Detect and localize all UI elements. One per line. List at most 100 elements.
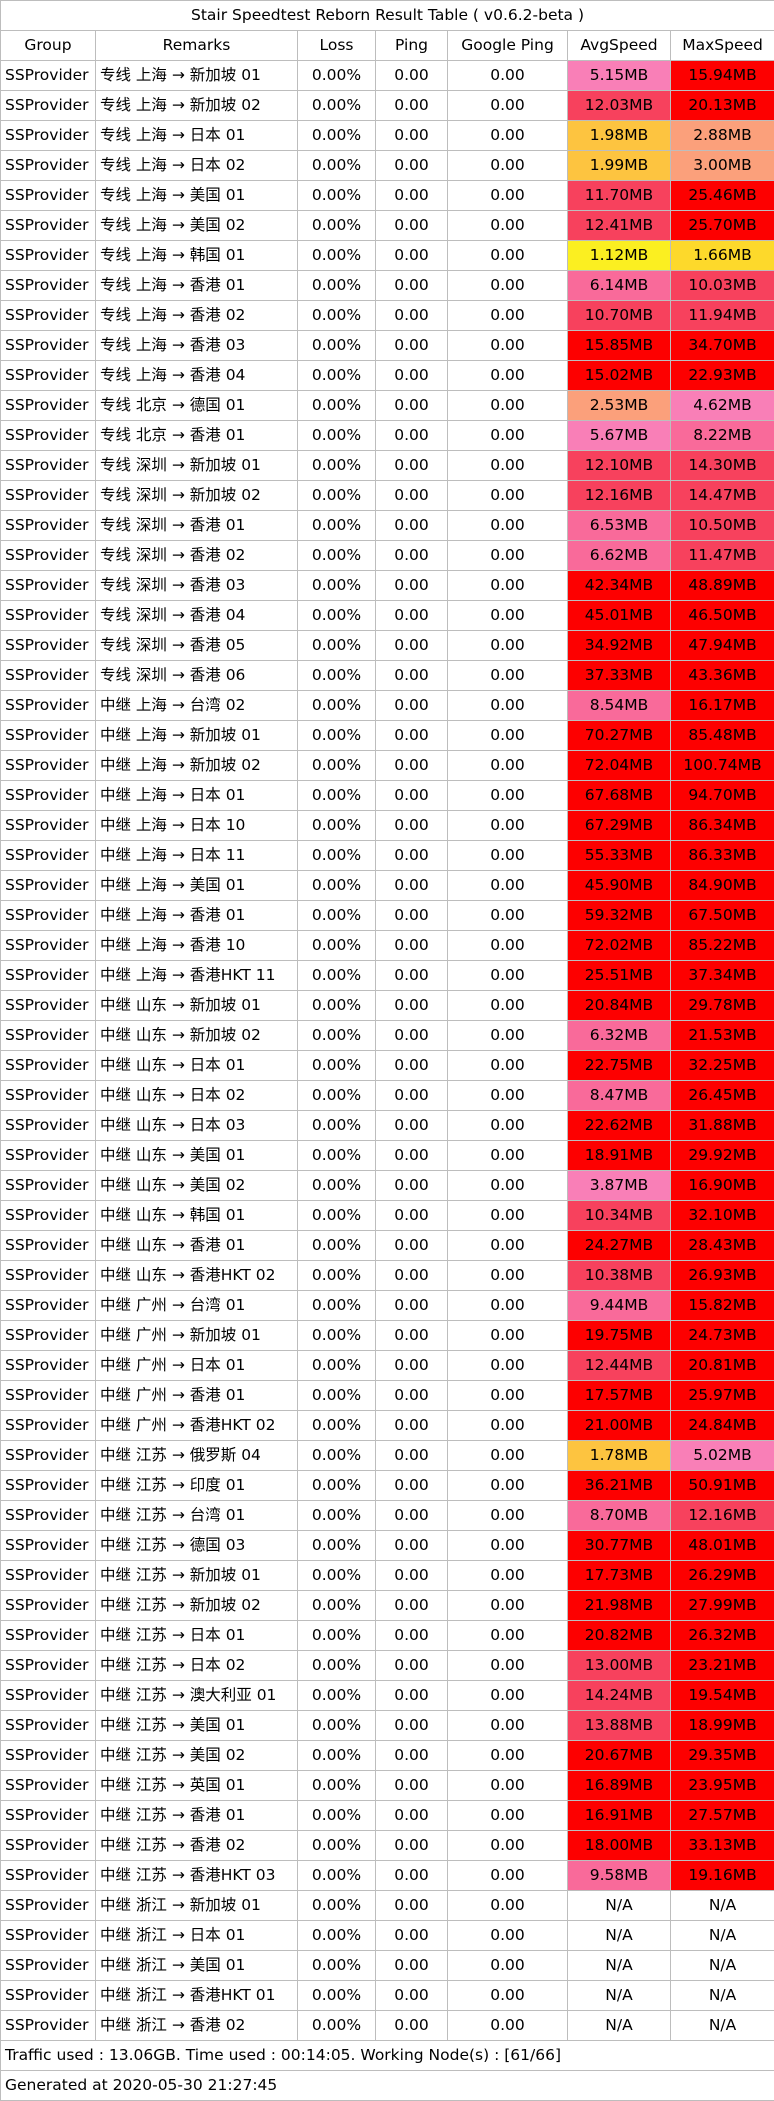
footer-generated-row: Generated at 2020-05-30 21:27:45 — [1, 2071, 774, 2101]
cell-loss: 0.00% — [298, 1711, 376, 1741]
cell-group: SSProvider — [1, 661, 96, 691]
cell-max-speed: 86.34MB — [671, 811, 774, 841]
cell-remarks: 中继 上海 → 香港 10 — [96, 931, 298, 961]
cell-group: SSProvider — [1, 1531, 96, 1561]
cell-remarks: 中继 山东 → 香港 01 — [96, 1231, 298, 1261]
cell-avg-speed: 12.10MB — [568, 451, 671, 481]
cell-group: SSProvider — [1, 1171, 96, 1201]
cell-group: SSProvider — [1, 2011, 96, 2041]
cell-remarks: 中继 浙江 → 新加坡 01 — [96, 1891, 298, 1921]
cell-max-speed: 100.74MB — [671, 751, 774, 781]
cell-google-ping: 0.00 — [448, 451, 568, 481]
cell-max-speed: 20.13MB — [671, 91, 774, 121]
cell-group: SSProvider — [1, 1891, 96, 1921]
cell-google-ping: 0.00 — [448, 811, 568, 841]
cell-ping: 0.00 — [376, 1021, 448, 1051]
cell-max-speed: 27.99MB — [671, 1591, 774, 1621]
cell-max-speed: 43.36MB — [671, 661, 774, 691]
cell-loss: 0.00% — [298, 601, 376, 631]
cell-avg-speed: 22.62MB — [568, 1111, 671, 1141]
cell-loss: 0.00% — [298, 481, 376, 511]
cell-ping: 0.00 — [376, 361, 448, 391]
cell-loss: 0.00% — [298, 211, 376, 241]
cell-group: SSProvider — [1, 721, 96, 751]
cell-remarks: 中继 江苏 → 澳大利亚 01 — [96, 1681, 298, 1711]
cell-google-ping: 0.00 — [448, 1741, 568, 1771]
cell-avg-speed: 70.27MB — [568, 721, 671, 751]
cell-remarks: 中继 上海 → 美国 01 — [96, 871, 298, 901]
cell-remarks: 中继 上海 → 新加坡 02 — [96, 751, 298, 781]
cell-max-speed: 31.88MB — [671, 1111, 774, 1141]
cell-avg-speed: 36.21MB — [568, 1471, 671, 1501]
cell-remarks: 中继 江苏 → 印度 01 — [96, 1471, 298, 1501]
cell-max-speed: 14.47MB — [671, 481, 774, 511]
cell-loss: 0.00% — [298, 271, 376, 301]
cell-avg-speed: 1.99MB — [568, 151, 671, 181]
cell-avg-speed: 2.53MB — [568, 391, 671, 421]
cell-remarks: 专线 深圳 → 新加坡 02 — [96, 481, 298, 511]
cell-ping: 0.00 — [376, 1561, 448, 1591]
cell-max-speed: 28.43MB — [671, 1231, 774, 1261]
cell-remarks: 中继 上海 → 新加坡 01 — [96, 721, 298, 751]
cell-max-speed: 33.13MB — [671, 1831, 774, 1861]
cell-google-ping: 0.00 — [448, 511, 568, 541]
cell-loss: 0.00% — [298, 1501, 376, 1531]
cell-ping: 0.00 — [376, 931, 448, 961]
cell-ping: 0.00 — [376, 331, 448, 361]
cell-ping: 0.00 — [376, 571, 448, 601]
cell-max-speed: 19.54MB — [671, 1681, 774, 1711]
cell-remarks: 中继 江苏 → 日本 01 — [96, 1621, 298, 1651]
cell-ping: 0.00 — [376, 1441, 448, 1471]
cell-group: SSProvider — [1, 1321, 96, 1351]
cell-max-speed: 12.16MB — [671, 1501, 774, 1531]
cell-group: SSProvider — [1, 361, 96, 391]
cell-group: SSProvider — [1, 811, 96, 841]
cell-remarks: 专线 深圳 → 新加坡 01 — [96, 451, 298, 481]
cell-avg-speed: N/A — [568, 1981, 671, 2011]
cell-ping: 0.00 — [376, 271, 448, 301]
cell-avg-speed: 12.41MB — [568, 211, 671, 241]
cell-remarks: 中继 山东 → 美国 02 — [96, 1171, 298, 1201]
cell-group: SSProvider — [1, 1831, 96, 1861]
cell-loss: 0.00% — [298, 541, 376, 571]
cell-group: SSProvider — [1, 1381, 96, 1411]
cell-ping: 0.00 — [376, 241, 448, 271]
cell-google-ping: 0.00 — [448, 2011, 568, 2041]
cell-google-ping: 0.00 — [448, 1171, 568, 1201]
cell-ping: 0.00 — [376, 1411, 448, 1441]
cell-remarks: 专线 上海 → 日本 01 — [96, 121, 298, 151]
cell-ping: 0.00 — [376, 1111, 448, 1141]
cell-avg-speed: 6.14MB — [568, 271, 671, 301]
cell-max-speed: 22.93MB — [671, 361, 774, 391]
cell-group: SSProvider — [1, 1051, 96, 1081]
cell-group: SSProvider — [1, 1291, 96, 1321]
cell-remarks: 专线 上海 → 日本 02 — [96, 151, 298, 181]
cell-remarks: 专线 上海 → 新加坡 02 — [96, 91, 298, 121]
cell-ping: 0.00 — [376, 991, 448, 1021]
cell-remarks: 专线 上海 → 韩国 01 — [96, 241, 298, 271]
cell-loss: 0.00% — [298, 1441, 376, 1471]
cell-loss: 0.00% — [298, 751, 376, 781]
cell-google-ping: 0.00 — [448, 931, 568, 961]
cell-google-ping: 0.00 — [448, 1621, 568, 1651]
cell-ping: 0.00 — [376, 1711, 448, 1741]
cell-avg-speed: 1.98MB — [568, 121, 671, 151]
cell-remarks: 专线 上海 → 美国 01 — [96, 181, 298, 211]
header-row: Group Remarks Loss Ping Google Ping AvgS… — [1, 31, 774, 61]
